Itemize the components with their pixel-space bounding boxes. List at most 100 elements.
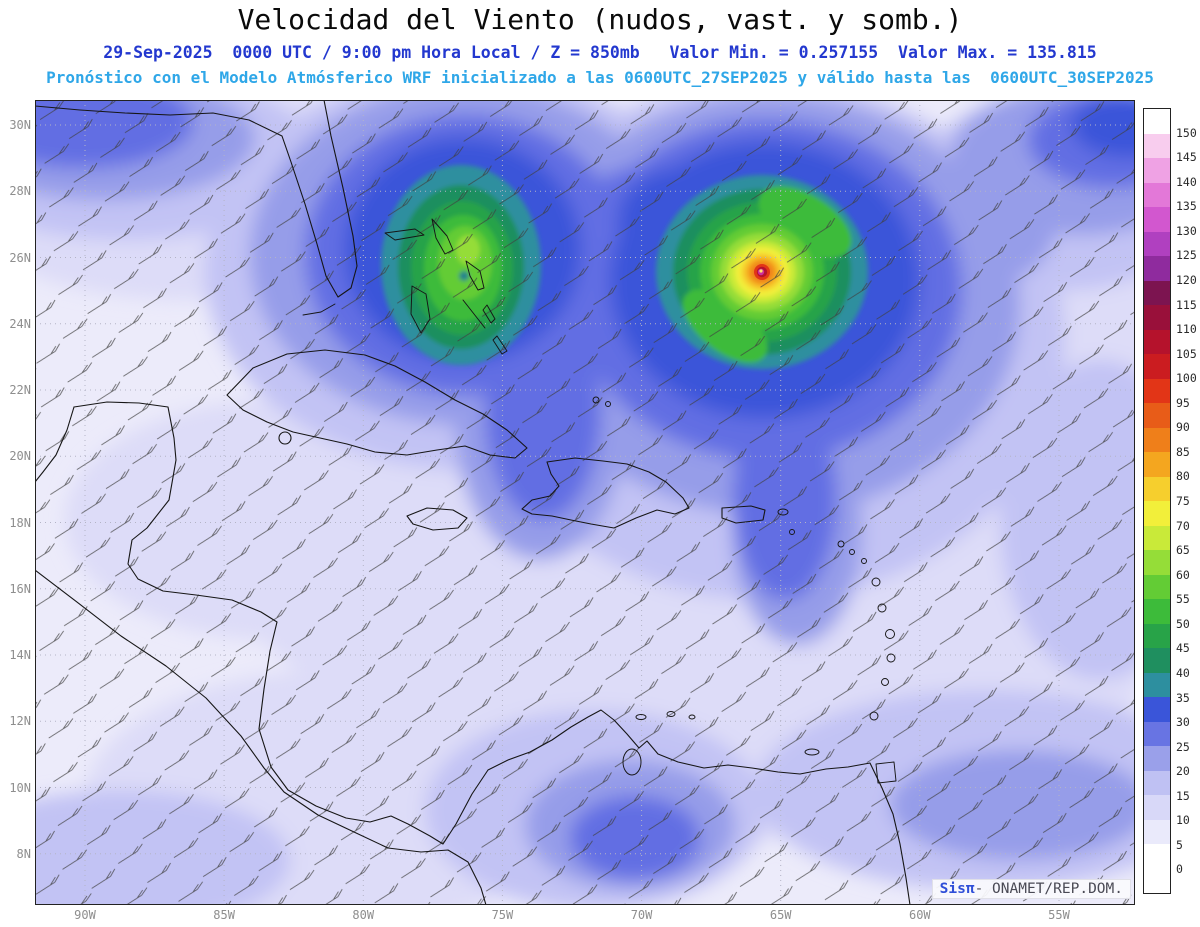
x-axis-tick: 65W [769, 908, 792, 922]
y-axis-tick: 18N [9, 515, 31, 530]
islands-bahamas [384, 218, 611, 407]
colorbar-segment [1144, 697, 1170, 722]
colorbar-segment [1144, 329, 1170, 354]
colorbar-segment [1144, 672, 1170, 697]
colorbar-label: 80 [1176, 469, 1190, 484]
colorbar-label: 75 [1176, 494, 1190, 508]
subtitle-model: Pronóstico con el Modelo Atmósferico WRF… [46, 68, 1154, 87]
colorbar-label: 50 [1176, 616, 1190, 631]
colorbar-segment [1144, 525, 1170, 550]
colorbar-segment [1144, 354, 1170, 379]
colorbar-label: 10 [1176, 813, 1190, 828]
y-axis-tick: 30N [9, 118, 31, 132]
colorbar-label: 90 [1176, 420, 1190, 435]
x-axis-tick: 85W [213, 908, 235, 922]
y-axis-tick: 14N [9, 648, 31, 663]
colorbar-label: 30 [1176, 715, 1190, 730]
colorbar-label: 15 [1176, 788, 1190, 803]
colorbar-label: 125 [1176, 248, 1197, 263]
x-axis-tick: 70W [630, 908, 653, 922]
colorbar-label: 70 [1176, 518, 1190, 533]
colorbar-segment [1144, 427, 1170, 452]
colorbar-segment [1144, 109, 1170, 134]
colorbar-segment [1144, 501, 1170, 526]
colorbar-segment [1144, 623, 1170, 648]
colorbar-label: 145 [1176, 150, 1197, 165]
colorbar [1143, 108, 1171, 894]
colorbar-segment [1144, 280, 1170, 305]
x-axis-tick: 55W [1048, 908, 1070, 922]
y-axis-tick: 20N [9, 449, 31, 464]
coast-cuba [226, 349, 528, 459]
page-title: Velocidad del Viento (nudos, vast. y som… [237, 3, 963, 36]
colorbar-label: 45 [1176, 641, 1190, 656]
colorbar-label: 25 [1176, 739, 1190, 754]
colorbar-segment [1144, 648, 1170, 673]
lake-maracaibo [622, 748, 642, 776]
colorbar-segment [1144, 133, 1170, 158]
colorbar-label: 130 [1176, 223, 1197, 238]
colorbar-label: 65 [1176, 543, 1190, 558]
x-axis-tick: 80W [352, 908, 375, 922]
colorbar-label: 95 [1176, 395, 1190, 410]
colorbar-label: 85 [1176, 444, 1190, 459]
x-axis-tick: 60W [908, 908, 931, 922]
colorbar-segment [1144, 721, 1170, 746]
colorbar-segment [1144, 182, 1170, 207]
coast-yucatan-west [35, 406, 75, 483]
colorbar-label: 120 [1176, 272, 1197, 287]
colorbar-label: 140 [1176, 174, 1197, 189]
colorbar-label: 0 [1176, 862, 1183, 877]
colorbar-label: 40 [1176, 665, 1190, 680]
map-border [35, 100, 1135, 905]
y-axis-tick: 8N [16, 846, 31, 861]
y-axis-tick: 24N [9, 316, 31, 331]
wind-barbs-layer [35, 100, 1135, 905]
colorbar-segment [1144, 476, 1170, 501]
colorbar-segment [1144, 231, 1170, 256]
colorbar-label: 135 [1176, 199, 1197, 214]
colorbar-label: 110 [1176, 322, 1197, 337]
coast-florida-keys [302, 303, 336, 316]
colorbar-segment [1144, 599, 1170, 624]
island-isla-juventud [278, 431, 292, 445]
colorbar-segment [1144, 795, 1170, 820]
colorbar-label: 150 [1176, 125, 1197, 140]
y-axis-tick: 28N [9, 184, 31, 199]
y-axis-tick: 26N [9, 250, 31, 265]
islands-lesser-antilles [635, 508, 897, 784]
colorbar-segment [1144, 550, 1170, 575]
colorbar-segment [1144, 378, 1170, 403]
colorbar-label: 60 [1176, 567, 1190, 582]
colorbar-label: 20 [1176, 764, 1190, 779]
y-axis-tick: 10N [9, 780, 31, 795]
colorbar-segment [1144, 574, 1170, 599]
coast-gulf-florida [35, 100, 358, 298]
colorbar-segment [1144, 158, 1170, 183]
coast-pacific [35, 569, 487, 905]
coast-jamaica [406, 507, 468, 531]
coast-puerto-rico [721, 505, 766, 524]
colorbar-label: 105 [1176, 346, 1197, 361]
y-axis-tick: 22N [9, 383, 31, 398]
colorbar-segment [1144, 770, 1170, 795]
coastlines-layer [35, 100, 911, 905]
colorbar-label: 55 [1176, 592, 1190, 607]
x-axis-tick: 75W [491, 908, 514, 922]
y-axis-tick: 16N [9, 581, 31, 596]
colorbar-segment [1144, 305, 1170, 330]
colorbar-segment [1144, 256, 1170, 281]
colorbar-segment [1144, 207, 1170, 232]
colorbar-label: 100 [1176, 371, 1197, 386]
subtitle-validtime: 29-Sep-2025 0000 UTC / 9:00 pm Hora Loca… [103, 43, 1097, 62]
colorbar-segment [1144, 452, 1170, 477]
colorbar-segment [1144, 746, 1170, 771]
x-axis-tick: 90W [74, 908, 96, 922]
colorbar-segment [1144, 819, 1170, 844]
colorbar-label: 115 [1176, 297, 1197, 312]
y-axis-tick: 12N [9, 714, 31, 729]
coast-hispaniola [521, 457, 690, 529]
colorbar-label: 5 [1176, 837, 1183, 852]
colorbar-segment [1144, 868, 1170, 893]
